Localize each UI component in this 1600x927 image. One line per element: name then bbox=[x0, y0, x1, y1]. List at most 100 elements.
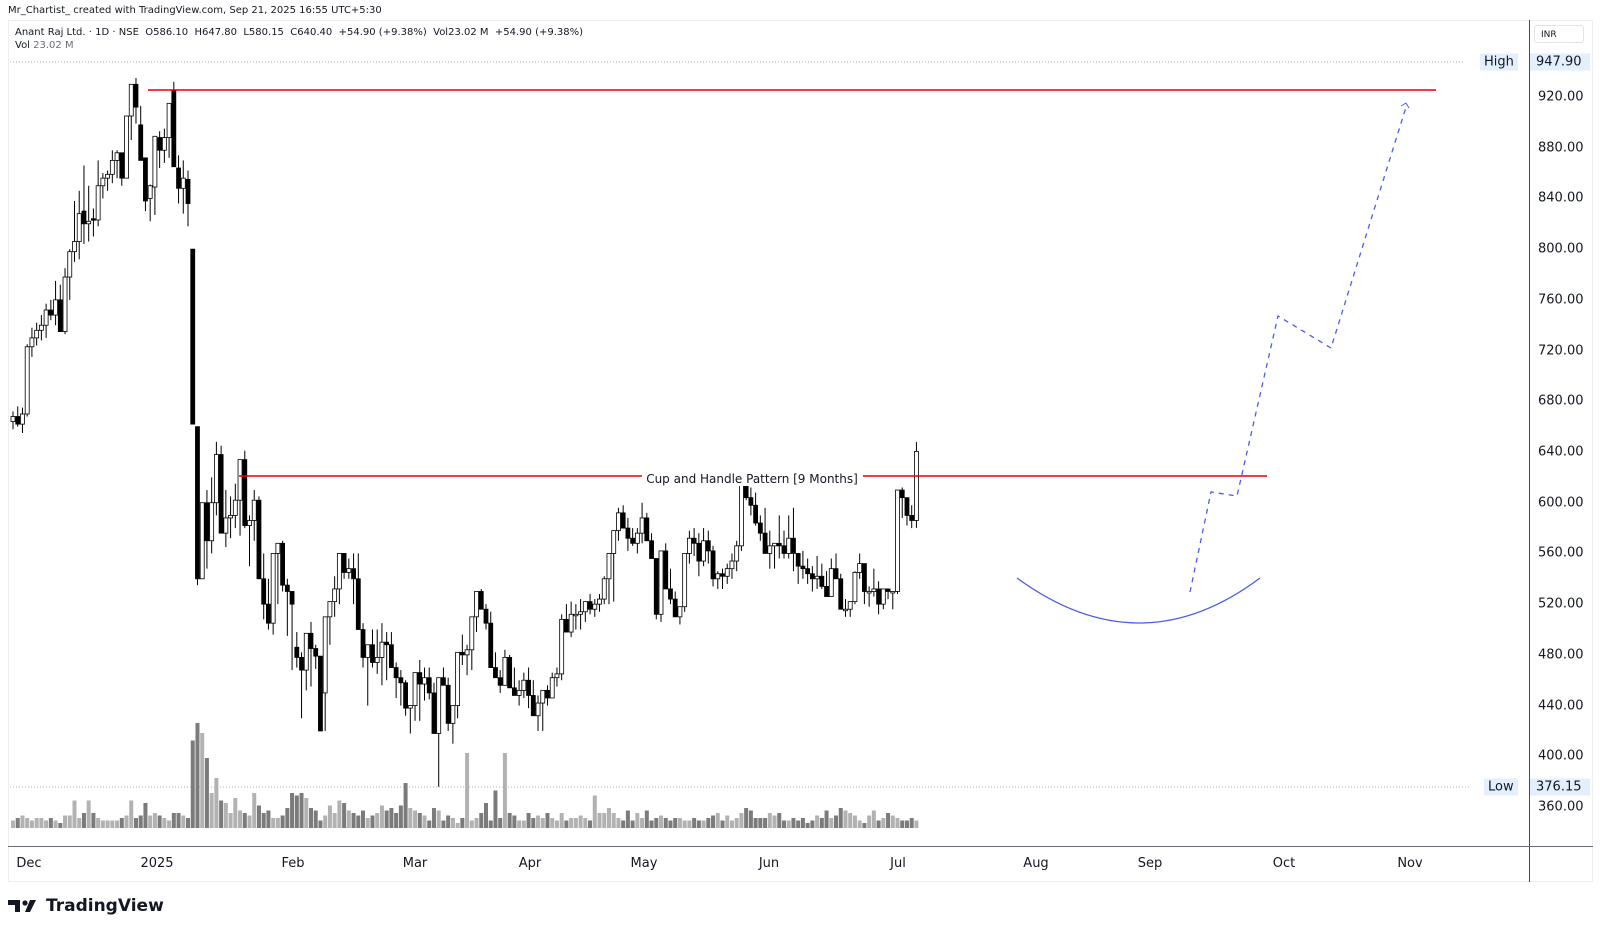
candle-up bbox=[10, 416, 16, 422]
volume-bar bbox=[867, 815, 872, 828]
candle-down bbox=[781, 545, 787, 554]
volume-legend: Vol 23.02 M bbox=[15, 40, 583, 51]
volume-bar bbox=[498, 818, 503, 828]
volume-bar bbox=[190, 740, 195, 828]
candle-down bbox=[284, 584, 290, 592]
candle-up bbox=[715, 573, 721, 580]
volume-bar bbox=[777, 813, 782, 828]
volume-bar bbox=[507, 813, 512, 828]
volume-bar bbox=[512, 815, 517, 828]
candle-down bbox=[791, 537, 796, 554]
volume-bar bbox=[266, 810, 271, 828]
candle-up bbox=[412, 672, 418, 706]
candle-down bbox=[57, 299, 63, 332]
candle-down bbox=[441, 677, 446, 686]
volume-bar bbox=[819, 818, 824, 828]
volume-bar bbox=[772, 815, 777, 828]
volume-bar bbox=[554, 820, 559, 828]
candle-down bbox=[493, 667, 498, 679]
volume-bar bbox=[606, 808, 611, 828]
volume-bar bbox=[564, 820, 569, 828]
candle-up bbox=[114, 152, 120, 161]
volume-bar bbox=[602, 813, 607, 828]
candle-down bbox=[266, 603, 271, 624]
volume-bar bbox=[48, 818, 53, 828]
cup-handle-label[interactable]: Cup and Handle Pattern [9 Months] bbox=[642, 472, 862, 486]
candle-up bbox=[549, 677, 555, 699]
volume-bar bbox=[701, 820, 706, 828]
volume-bar bbox=[157, 815, 162, 828]
volume-bar bbox=[110, 820, 115, 828]
candle-down bbox=[488, 622, 494, 668]
time-tick-may: May bbox=[630, 856, 658, 871]
volume-bar bbox=[20, 815, 25, 828]
volume-bar bbox=[640, 818, 645, 828]
volume-bar bbox=[119, 818, 124, 828]
candle-down bbox=[138, 124, 144, 161]
time-tick-aug: Aug bbox=[1023, 856, 1049, 871]
candle-up bbox=[95, 185, 101, 221]
volume-bar bbox=[465, 753, 470, 828]
volume-bar bbox=[186, 818, 191, 828]
volume-bar bbox=[143, 803, 148, 828]
volume-bar bbox=[668, 820, 673, 828]
symbol-name[interactable]: Anant Raj Ltd. bbox=[15, 27, 86, 38]
volume-bar bbox=[895, 818, 900, 828]
volume-bar bbox=[479, 813, 484, 828]
volume-bar bbox=[15, 818, 20, 828]
volume-bar bbox=[379, 805, 384, 828]
price-tick-400: 400.00 bbox=[1538, 748, 1584, 764]
candle-down bbox=[663, 550, 669, 590]
candle-up bbox=[180, 177, 186, 189]
volume-bar bbox=[96, 818, 101, 828]
candle-down bbox=[838, 578, 844, 610]
candle-down bbox=[696, 542, 702, 562]
volume-bar bbox=[323, 815, 328, 828]
volume-bar bbox=[502, 753, 507, 828]
change-value: +54.90 (+9.38%) bbox=[338, 27, 427, 38]
volume-bar bbox=[81, 813, 86, 828]
candle-down bbox=[620, 512, 626, 529]
candle-up bbox=[852, 572, 858, 603]
price-tick-720: 720.00 bbox=[1538, 343, 1584, 359]
volume-bar bbox=[493, 790, 498, 828]
volume-bar bbox=[304, 798, 309, 828]
candle-up bbox=[100, 177, 106, 187]
volume-bar bbox=[171, 813, 176, 828]
volume-bar bbox=[63, 815, 68, 828]
volume-bar bbox=[167, 820, 172, 828]
candle-up bbox=[228, 515, 233, 519]
candle-down bbox=[388, 644, 394, 668]
price-tick-440: 440.00 bbox=[1538, 698, 1584, 714]
volume-bar bbox=[621, 820, 626, 828]
candle-up bbox=[592, 603, 598, 610]
candle-up bbox=[275, 542, 281, 554]
volume-bar bbox=[550, 818, 555, 828]
candle-down bbox=[795, 553, 801, 567]
candle-up bbox=[62, 276, 68, 332]
price-tick-560: 560.00 bbox=[1538, 545, 1584, 561]
high-value: H647.80 bbox=[194, 27, 237, 38]
candle-up bbox=[29, 337, 35, 348]
volume-label[interactable]: Vol bbox=[15, 40, 30, 51]
time-axis-border bbox=[8, 846, 1593, 847]
currency-badge[interactable]: INR bbox=[1534, 25, 1584, 43]
volume-bar bbox=[11, 820, 15, 828]
volume-bar bbox=[729, 820, 734, 828]
volume-bar bbox=[654, 818, 659, 828]
candle-down bbox=[370, 644, 375, 663]
volume-bar bbox=[256, 805, 261, 828]
cup-curve bbox=[1016, 577, 1261, 624]
candle-down bbox=[426, 677, 432, 694]
price-tick-800: 800.00 bbox=[1538, 241, 1584, 257]
candle-down bbox=[478, 591, 484, 610]
volume-bar bbox=[58, 823, 63, 828]
volume-bar bbox=[625, 810, 630, 828]
interval[interactable]: 1D bbox=[95, 27, 110, 38]
tradingview-logo[interactable]: TradingView bbox=[8, 896, 164, 916]
candle-down bbox=[545, 689, 550, 699]
volume-bar bbox=[715, 813, 720, 828]
volume-bar bbox=[635, 813, 640, 828]
candle-up bbox=[237, 459, 243, 501]
